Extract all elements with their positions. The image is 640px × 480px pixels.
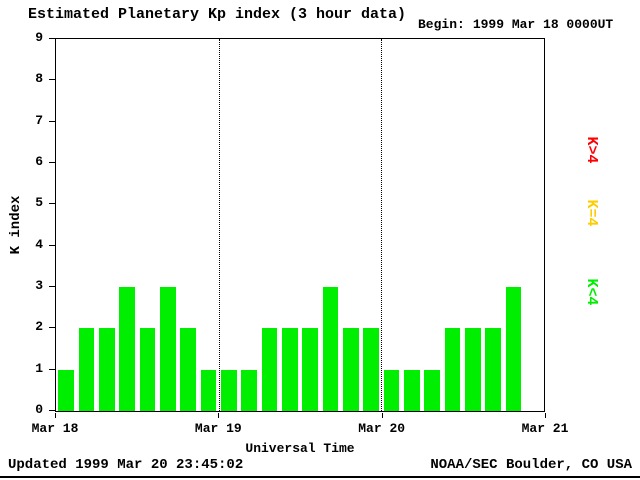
begin-label: Begin: [418, 17, 465, 32]
kp-bar-1 [78, 328, 95, 411]
kp-bar-14 [343, 328, 359, 411]
x-axis: Mar 18 Mar 19 Mar 20 Mar 21 [32, 413, 568, 443]
source-credit: NOAA/SEC Boulder, CO USA [430, 457, 632, 473]
x-tick-label-Mar-21: Mar 21 [521, 421, 569, 436]
y-tick-label-5: 5 [35, 195, 43, 211]
y-tick-mark [49, 368, 55, 370]
begin-timestamp: Begin: 1999 Mar 18 0000UT [418, 17, 613, 32]
y-tick-mark [49, 79, 55, 81]
x-tick-label-Mar-18: Mar 18 [31, 421, 79, 436]
y-tick-label-4: 4 [35, 236, 43, 252]
kp-bar-0 [58, 369, 74, 411]
kp-bar-17 [404, 369, 420, 411]
kp-bar-3 [119, 287, 135, 411]
kp-bar-20 [465, 328, 481, 411]
x-tick-mark [218, 413, 220, 418]
legend-item-k-gt-4: K>4 [583, 136, 600, 164]
y-tick-label-0: 0 [35, 402, 43, 417]
y-axis: 0 1 2 3 4 5 6 7 8 9 [0, 30, 55, 417]
day-boundary-line-Mar-20 [381, 39, 383, 411]
kp-bar-5 [160, 287, 176, 411]
kp-bar-11 [282, 328, 298, 411]
x-tick-mark [381, 413, 383, 418]
y-tick-label-6: 6 [35, 154, 43, 169]
y-tick-mark [49, 327, 55, 329]
y-tick-mark [49, 286, 55, 287]
kp-bar-15 [363, 328, 379, 411]
y-tick-mark [49, 162, 55, 163]
kp-bar-19 [444, 328, 461, 411]
updated-timestamp: Updated 1999 Mar 20 23:45:02 [8, 457, 244, 473]
chart-title: Estimated Planetary Kp index (3 hour dat… [28, 6, 407, 23]
x-tick-label-Mar-20: Mar 20 [358, 421, 406, 436]
y-tick-label-8: 8 [35, 71, 43, 87]
kp-bar-18 [424, 369, 440, 411]
kp-bar-6 [180, 328, 196, 411]
y-tick-label-9: 9 [35, 30, 43, 45]
kp-bar-22 [505, 287, 522, 411]
kp-bar-10 [261, 328, 278, 411]
x-axis-title: Universal Time [245, 441, 355, 456]
y-tick-label-1: 1 [35, 360, 43, 376]
kp-bar-13 [322, 287, 339, 411]
x-tick-mark [55, 413, 56, 418]
y-tick-label-3: 3 [35, 278, 43, 293]
kp-bar-2 [99, 328, 115, 411]
y-tick-mark [49, 38, 55, 39]
kp-bar-16 [383, 369, 400, 411]
y-tick-label-2: 2 [35, 319, 43, 335]
kp-bar-21 [485, 328, 501, 411]
legend-item-k-eq-4: K=4 [583, 199, 600, 227]
x-tick-label-Mar-19: Mar 19 [194, 421, 242, 436]
legend-item-k-lt-4: K<4 [583, 278, 600, 306]
day-boundary-line-Mar-19 [218, 39, 220, 411]
kp-bar-8 [221, 369, 237, 411]
kp-bar-4 [139, 328, 156, 411]
y-tick-mark [49, 203, 55, 205]
kp-bar-9 [241, 369, 257, 411]
x-tick-mark [545, 413, 546, 418]
y-tick-label-7: 7 [35, 112, 43, 128]
y-tick-mark [49, 244, 55, 246]
kp-bar-12 [302, 328, 318, 411]
plot-area [55, 38, 545, 412]
y-tick-mark [49, 120, 55, 122]
kp-bar-7 [200, 369, 217, 411]
y-tick-mark [49, 410, 55, 411]
begin-value: 1999 Mar 18 0000UT [472, 17, 614, 32]
bottom-divider [0, 476, 640, 478]
